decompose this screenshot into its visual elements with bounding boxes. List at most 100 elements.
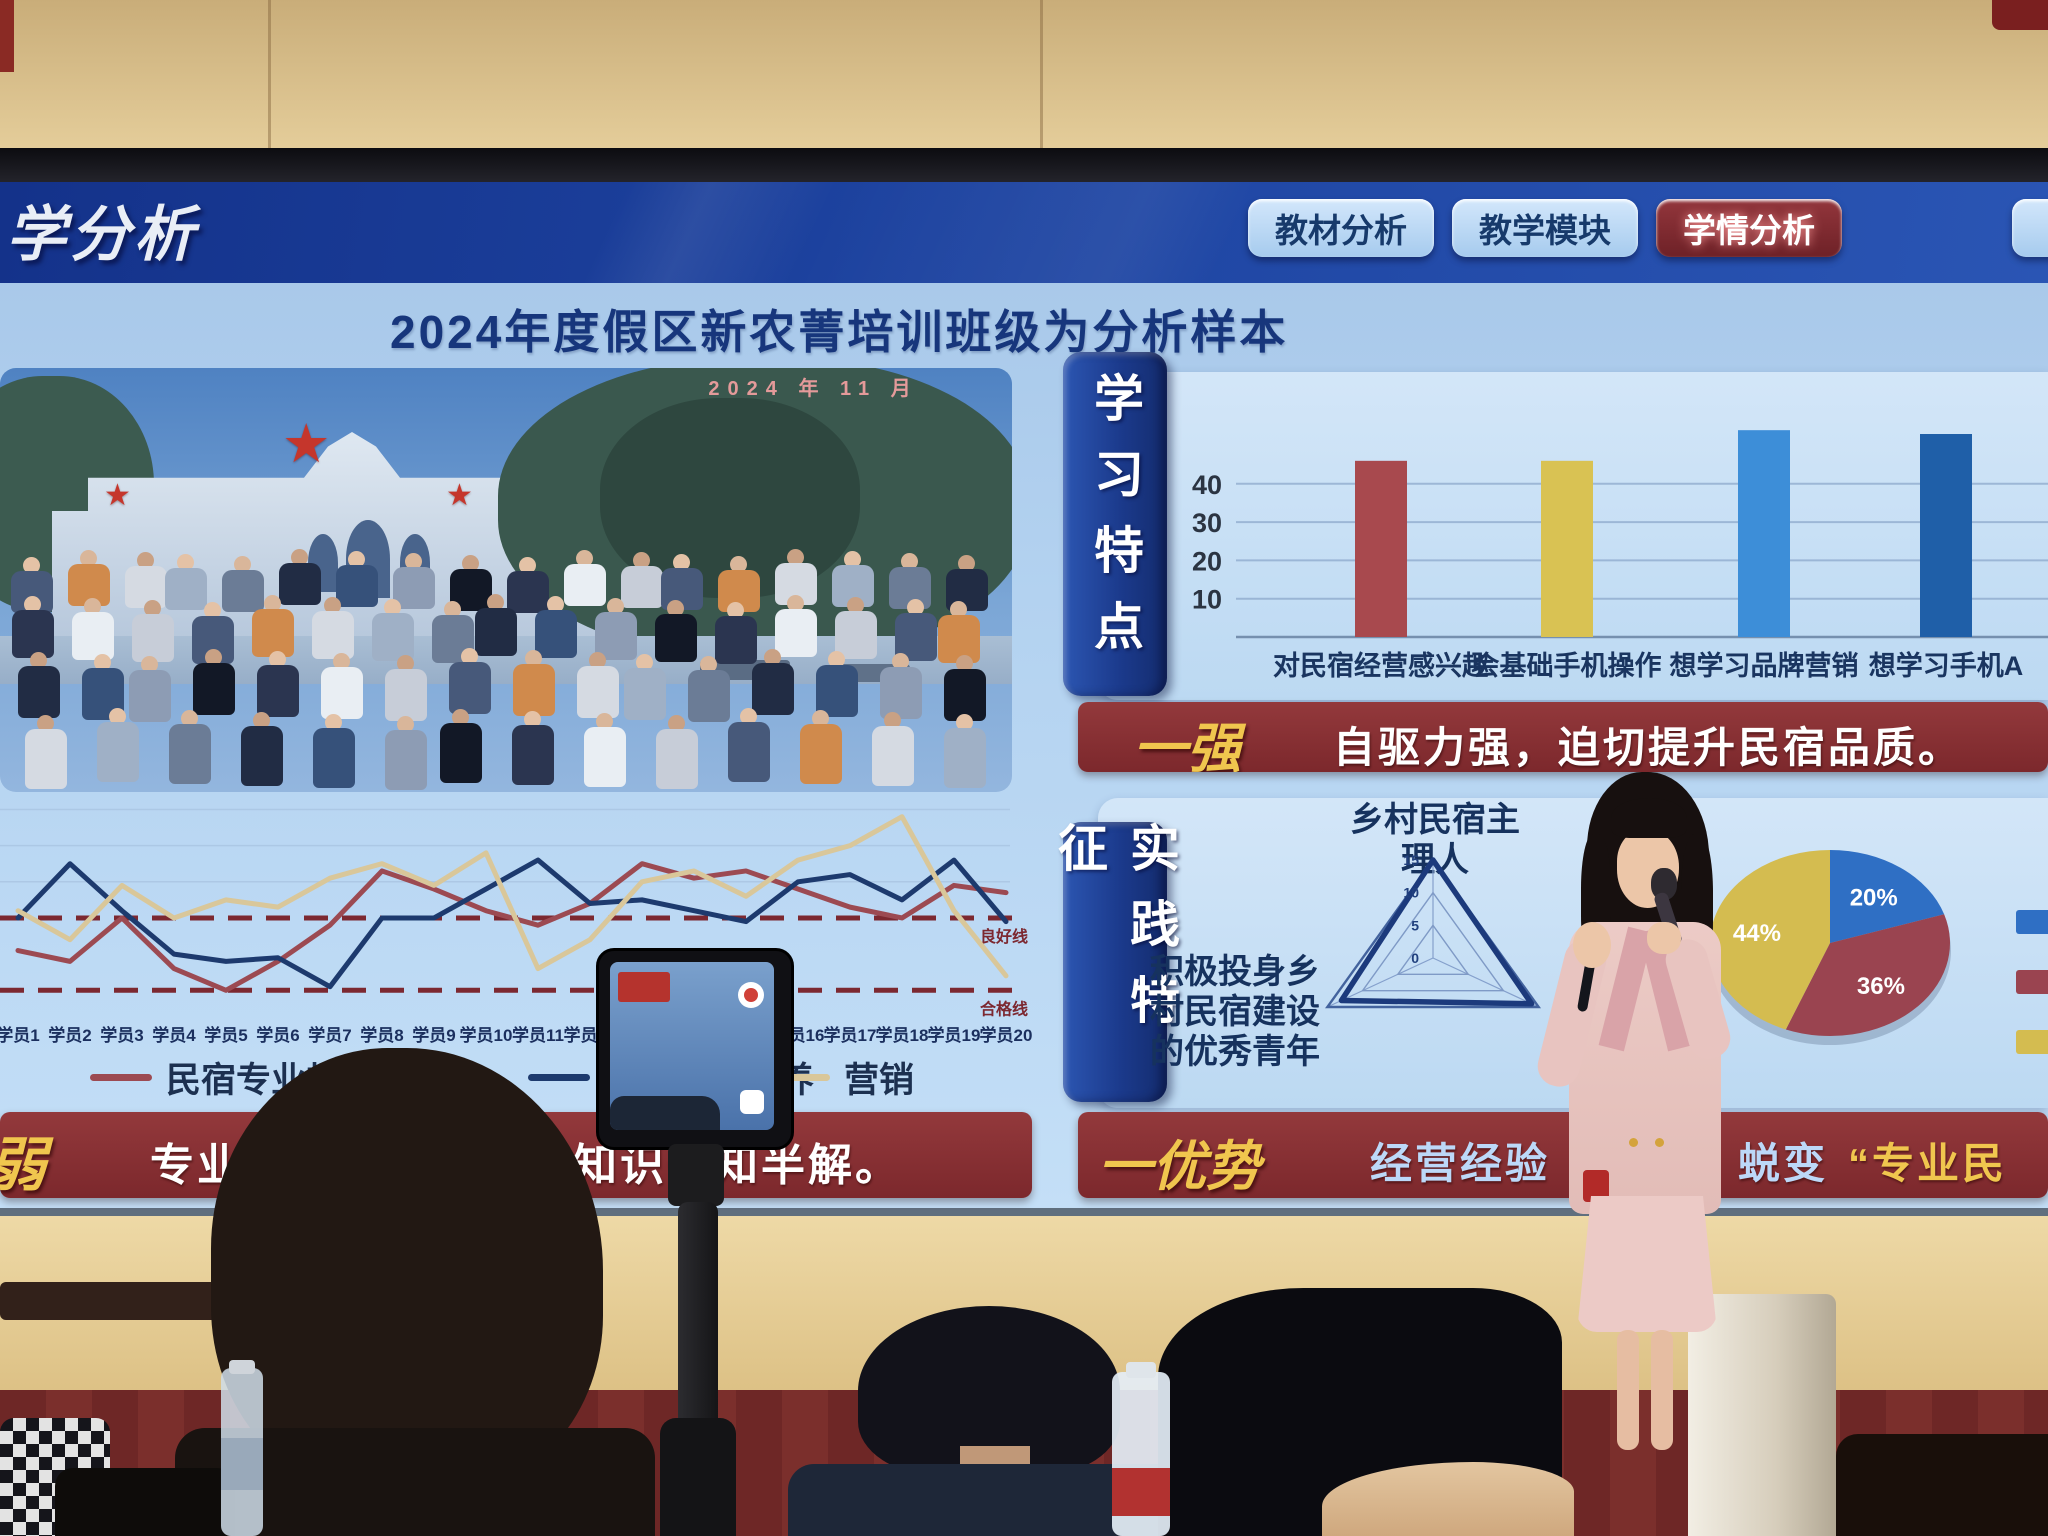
crowd-person <box>391 553 437 609</box>
tab-teaching-module[interactable]: 教学模块 <box>1452 199 1638 257</box>
advantage-banner-badge: 一优势 <box>1098 1137 1260 1197</box>
red-star-icon: ★ <box>446 479 473 512</box>
crowd-person <box>654 715 700 789</box>
pie-legend-swatch <box>2016 970 2048 994</box>
slide-header-title: 学分析 <box>6 201 198 268</box>
crowd-person <box>220 556 266 612</box>
legend-swatch <box>528 1074 590 1081</box>
crowd-person <box>163 554 209 610</box>
advantage-banner-text-c: “专业民宿 <box>1848 1140 2008 1187</box>
audience-hair <box>211 1048 603 1494</box>
pie-legend-swatch <box>2016 910 2048 934</box>
crowd-person <box>773 595 819 657</box>
crowd-person <box>311 714 357 788</box>
svg-text:5: 5 <box>1411 917 1419 933</box>
crowd-person <box>619 552 665 608</box>
strong-banner: 一强 自驱力强，迫切提升民宿品质。 <box>1078 702 2048 772</box>
pie-chart: 20% 36% 44% <box>1709 850 1951 1045</box>
wall-top <box>0 0 2048 158</box>
bottle-label <box>1112 1468 1170 1516</box>
phone-screen <box>610 962 774 1130</box>
svg-text:对民宿经营感兴趣: 对民宿经营感兴趣 <box>1273 650 1489 681</box>
svg-text:30: 30 <box>1192 508 1222 538</box>
presenter-skirt <box>1577 1196 1717 1332</box>
phone-ui-icon[interactable] <box>740 1090 764 1114</box>
crowd-person <box>255 651 301 717</box>
blazer-button <box>1655 1138 1664 1147</box>
crowd-person <box>319 653 365 719</box>
section-tab-learning-label: 学习特点 <box>1087 372 1143 676</box>
phone-screen-silhouettes <box>610 1096 720 1130</box>
crowd-person <box>310 597 356 659</box>
crowd-person <box>10 596 56 658</box>
crowd-person <box>798 710 844 784</box>
blazer-button <box>1629 1138 1638 1147</box>
white-column <box>1688 1294 1836 1536</box>
section-tab-learning: 学习特点 <box>1063 352 1167 696</box>
crowd-person <box>622 654 668 720</box>
crowd-person <box>447 648 493 714</box>
crowd-person <box>653 600 699 662</box>
svg-text:20: 20 <box>1192 546 1222 576</box>
gimbal-pole <box>678 1202 718 1452</box>
section-tab-practice: 实践特征 <box>1051 822 1179 1102</box>
crowd-person <box>123 552 169 608</box>
crowd-person <box>726 708 772 782</box>
tab-learning-analysis[interactable]: 学情分析 <box>1656 199 1842 257</box>
svg-text:学员6: 学员6 <box>256 1025 299 1045</box>
presenter-hand-left <box>1573 922 1611 968</box>
svg-text:会基础手机操作: 会基础手机操作 <box>1473 651 1662 681</box>
svg-text:学员11: 学员11 <box>512 1025 564 1045</box>
crowd-person <box>942 655 988 721</box>
crowd-person <box>833 597 879 659</box>
crowd-person <box>95 708 141 782</box>
svg-text:学员18: 学员18 <box>876 1025 929 1045</box>
crowd-person <box>277 549 323 605</box>
svg-text:学员20: 学员20 <box>980 1025 1032 1045</box>
crowd-person <box>448 555 494 611</box>
crowd-person <box>383 716 429 790</box>
svg-text:10: 10 <box>1403 885 1419 901</box>
furniture-dark <box>1836 1434 2048 1536</box>
advantage-banner-text-a: 经营经验 <box>1370 1140 1551 1187</box>
crowd-person <box>505 557 551 613</box>
red-star-icon: ★ <box>282 414 331 474</box>
svg-text:学员5: 学员5 <box>204 1025 247 1045</box>
crowd-person <box>878 653 924 719</box>
bottle-cap <box>229 1360 255 1374</box>
crowd-person <box>191 649 237 715</box>
svg-text:想学习品牌营销: 想学习品牌营销 <box>1670 650 1859 681</box>
crowd-person <box>936 601 982 663</box>
crowd-person <box>9 557 55 613</box>
svg-text:20%: 20% <box>1850 884 1898 911</box>
svg-text:学员1: 学员1 <box>0 1025 40 1045</box>
tab-textbook-analysis[interactable]: 教材分析 <box>1248 199 1434 257</box>
slide-title: 2024年度假区新农菁培训班级为分析样本 <box>390 306 1289 358</box>
presenter <box>1525 772 1765 1472</box>
gimbal-mount <box>668 1144 724 1206</box>
radar-chart: 0 5 10 15 <box>1325 852 1541 1009</box>
legend-swatch <box>790 1074 830 1081</box>
crowd-person <box>334 551 380 607</box>
tab-partial[interactable] <box>2012 199 2048 257</box>
crowd-person <box>510 711 556 785</box>
section-tab-practice-label: 实践特征 <box>1051 822 1179 1050</box>
legend-swatch <box>90 1074 152 1081</box>
class-photo: ★ ★ ★ 2024 年 11 月 <box>0 368 1012 792</box>
crowd-person <box>893 599 939 661</box>
crowd-person <box>944 555 990 611</box>
svg-text:44%: 44% <box>1733 920 1781 947</box>
svg-text:合格线: 合格线 <box>980 999 1028 1018</box>
bottle-label <box>221 1438 263 1490</box>
crowd-person <box>686 656 732 722</box>
crowd-person <box>250 595 296 657</box>
wall-seam <box>1040 0 1043 158</box>
crowd-person <box>438 709 484 783</box>
screen-bezel <box>0 148 2048 186</box>
strong-banner-badge: 一强 <box>1133 719 1241 772</box>
pie-legend-swatch <box>2016 1030 2048 1054</box>
crowd-person <box>370 599 416 661</box>
water-bottle <box>1112 1362 1170 1536</box>
